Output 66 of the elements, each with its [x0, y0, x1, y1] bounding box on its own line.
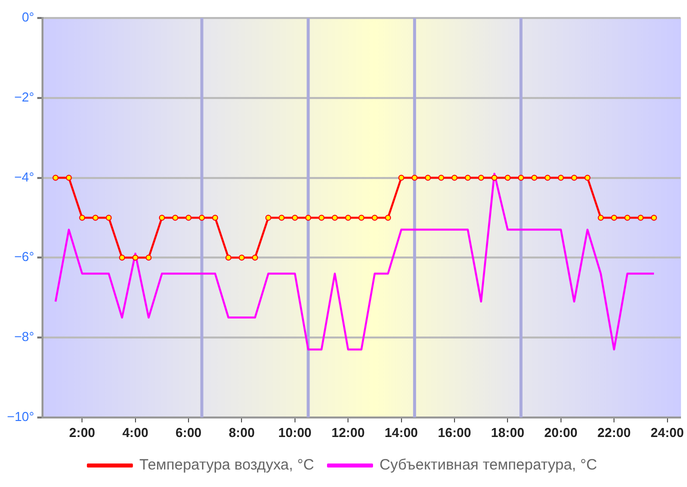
- x-tick-label: 4:00: [122, 424, 148, 440]
- point: [358, 214, 364, 221]
- point: [332, 214, 338, 221]
- y-tick-label: −2°: [14, 89, 34, 104]
- legend-label: Субъективная температура, °C: [380, 456, 598, 474]
- point: [305, 214, 312, 221]
- point: [292, 214, 298, 221]
- point: [544, 174, 551, 181]
- point: [451, 174, 458, 181]
- point: [464, 174, 471, 181]
- point: [119, 254, 126, 261]
- point: [571, 174, 578, 181]
- point: [624, 214, 630, 221]
- point: [504, 174, 511, 181]
- point: [372, 214, 378, 221]
- x-tick-label: 22:00: [597, 424, 631, 440]
- point: [146, 254, 152, 261]
- x-tick-label: 8:00: [228, 424, 255, 440]
- y-tick-label: −10°: [6, 408, 34, 424]
- point: [158, 214, 165, 221]
- point: [611, 214, 618, 221]
- y-tick-label: −4°: [14, 169, 34, 184]
- point: [186, 214, 192, 221]
- y-tick-label: −6°: [14, 249, 34, 264]
- x-tick-label: 18:00: [491, 424, 524, 440]
- x-tick-label: 14:00: [384, 424, 418, 440]
- x-tick-label: 2:00: [69, 424, 96, 440]
- point: [238, 254, 245, 261]
- point: [412, 174, 418, 181]
- point: [531, 174, 538, 181]
- point: [424, 174, 431, 181]
- point: [318, 214, 325, 221]
- point: [650, 214, 657, 221]
- point: [491, 174, 498, 181]
- point: [66, 174, 72, 181]
- point: [384, 214, 391, 221]
- point: [265, 214, 272, 221]
- point: [584, 174, 590, 181]
- point: [132, 254, 138, 261]
- point: [598, 214, 604, 221]
- point: [198, 214, 205, 221]
- point: [278, 214, 285, 221]
- x-tick-label: 12:00: [331, 424, 365, 440]
- point: [225, 254, 232, 261]
- x-tick-label: 16:00: [438, 424, 472, 440]
- point: [106, 214, 112, 221]
- y-tick-label: −8°: [14, 329, 34, 344]
- point: [558, 174, 564, 181]
- x-tick-label: 6:00: [176, 424, 202, 440]
- x-tick-label: 24:00: [650, 424, 684, 440]
- legend-label: Температура воздуха, °C: [139, 456, 314, 474]
- point: [52, 174, 59, 181]
- point: [438, 174, 444, 181]
- x-tick-label: 20:00: [544, 424, 578, 440]
- point: [638, 214, 644, 221]
- x-tick-label: 10:00: [278, 424, 312, 440]
- y-tick-label: 0°: [22, 10, 34, 25]
- point: [518, 174, 524, 181]
- point: [172, 214, 178, 221]
- point: [478, 174, 484, 181]
- point: [212, 214, 218, 221]
- point: [345, 214, 352, 221]
- point: [79, 214, 86, 221]
- point: [252, 254, 258, 261]
- point: [398, 174, 404, 181]
- point: [92, 214, 98, 221]
